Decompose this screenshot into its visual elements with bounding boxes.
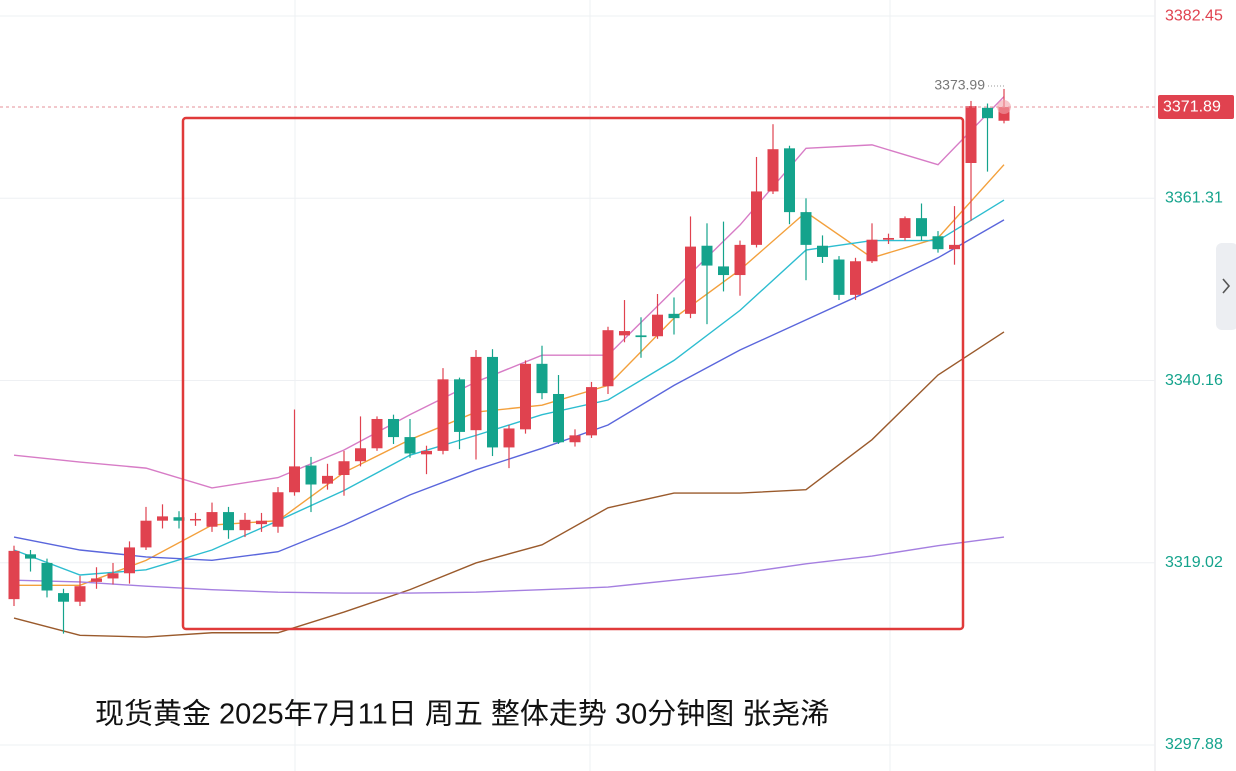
indicator-line — [14, 164, 1005, 587]
candle-body — [619, 331, 630, 336]
candle-body — [635, 335, 647, 338]
candle-body — [322, 475, 333, 484]
candle-body — [602, 330, 614, 387]
candle-body — [800, 212, 812, 245]
last-price-glow — [997, 100, 1011, 115]
chart-title: 现货黄金 2025年7月11日 周五 整体走势 30分钟图 张尧浠 — [95, 698, 829, 731]
candle-body — [289, 466, 300, 493]
candle-body — [536, 363, 548, 394]
candle-body — [916, 218, 927, 237]
candle-body — [91, 578, 102, 582]
candle-body — [454, 379, 465, 432]
candle-body — [668, 313, 680, 319]
candle-body — [833, 259, 845, 295]
candle-body — [734, 244, 746, 276]
candles — [8, 88, 1010, 634]
candle-body — [899, 218, 911, 238]
candle-body — [404, 437, 416, 454]
indicator-line — [13, 96, 1005, 489]
candle-body — [503, 428, 515, 448]
highlight-box — [181, 116, 965, 631]
candle-body — [520, 363, 531, 430]
candle-body — [25, 554, 36, 559]
side-toggle-icon — [1222, 278, 1231, 294]
candle-body — [866, 239, 878, 262]
y-tick-label: 3361.31 — [1165, 189, 1223, 206]
y-tick-label: 3297.88 — [1165, 736, 1223, 753]
candle-body — [338, 461, 350, 476]
y-tick-label: 3382.45 — [1165, 7, 1223, 24]
candle-body — [58, 593, 69, 602]
last-price-label: 3371.89 — [1163, 98, 1221, 115]
candle-body — [206, 512, 218, 527]
candle-body — [652, 314, 663, 337]
candle-body — [371, 418, 383, 449]
indicator-line — [13, 199, 1005, 576]
candle-body — [932, 236, 944, 250]
last-price-box — [1158, 95, 1234, 120]
candle-body — [850, 261, 861, 295]
candle-body — [239, 519, 251, 531]
candle-body — [437, 379, 449, 451]
indicator-lines — [13, 96, 1005, 638]
candle-body — [817, 245, 828, 257]
candle-body — [718, 266, 729, 276]
candle-body — [124, 547, 135, 574]
candle-body — [388, 418, 399, 438]
candle-body — [965, 106, 977, 163]
candle-body — [470, 356, 482, 431]
candle-body — [157, 516, 168, 521]
candle-body — [74, 586, 86, 602]
candle-body — [553, 393, 564, 443]
candle-body — [256, 520, 267, 525]
candle-body — [701, 245, 713, 266]
candle-body — [949, 244, 960, 250]
candle-body — [107, 573, 119, 579]
candle-body — [685, 246, 696, 314]
candle-body — [784, 148, 795, 213]
candle-body — [586, 387, 597, 436]
high-annotation: 3373.99 — [934, 77, 985, 93]
indicator-line — [13, 331, 1005, 638]
candle-body — [751, 191, 762, 245]
candle-body — [41, 562, 53, 591]
side-toggle[interactable] — [1216, 243, 1236, 330]
candle-body — [190, 518, 201, 521]
candle-body — [272, 492, 284, 527]
candle-body — [305, 465, 317, 485]
candle-body — [140, 520, 152, 548]
y-tick-label: 3340.16 — [1165, 372, 1223, 389]
candle-body — [982, 107, 993, 119]
candle-body — [767, 149, 779, 192]
candle-body — [8, 550, 20, 600]
candle-body — [883, 237, 894, 240]
y-tick-label: 3319.02 — [1165, 554, 1223, 571]
candle-body — [487, 356, 498, 448]
candle-body — [355, 448, 366, 462]
indicator-line — [13, 536, 1005, 594]
candle-body — [173, 517, 185, 521]
candle-body — [223, 512, 234, 531]
labels: 3382.45 3361.31 3340.16 3319.02 3297.88 3371.… — [0, 7, 1234, 753]
candle-body — [569, 435, 581, 443]
candle-body — [421, 450, 432, 455]
